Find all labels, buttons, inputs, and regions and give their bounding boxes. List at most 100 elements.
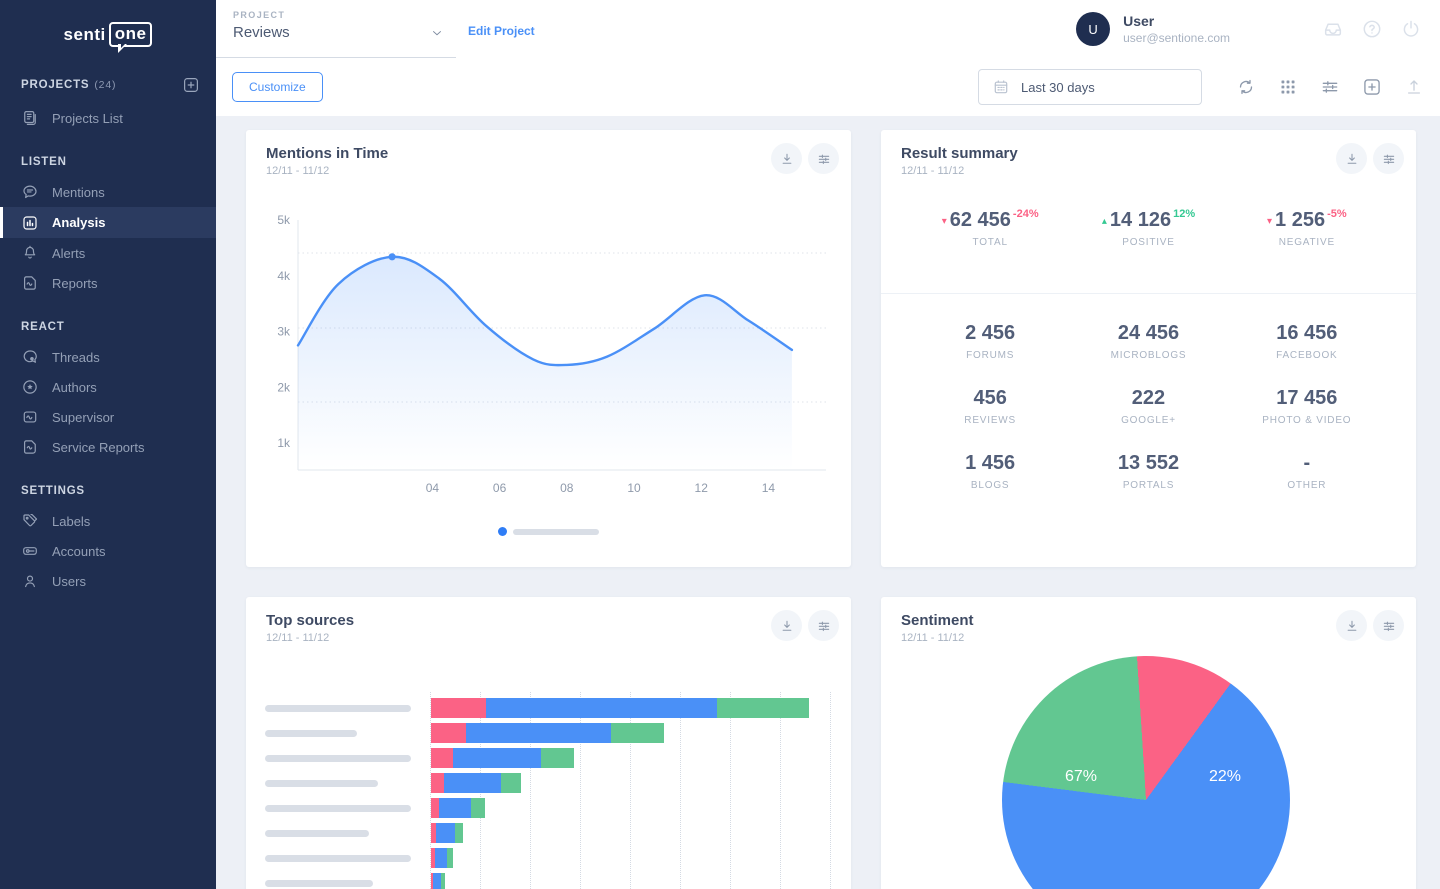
card-date-range: 12/11 - 11/12 bbox=[266, 632, 330, 644]
card-settings-icon bbox=[1383, 154, 1394, 164]
x-tick: 12 bbox=[695, 481, 709, 495]
card-settings-icon[interactable] bbox=[1373, 143, 1404, 174]
stacked-bar bbox=[431, 698, 809, 718]
customize-button[interactable]: Customize bbox=[232, 72, 323, 102]
stat-label: FORUMS bbox=[966, 350, 1015, 361]
source-row[interactable] bbox=[246, 721, 851, 746]
sidebar-nav: PROJECTS (24) Projects List LISTEN Mentions A… bbox=[0, 65, 216, 596]
pulse-square-icon bbox=[23, 411, 37, 423]
source-row[interactable] bbox=[246, 796, 851, 821]
breakdown-stat-reviews: 456 REVIEWS bbox=[911, 387, 1069, 426]
card-settings-icon bbox=[818, 621, 829, 631]
bar-segment-blue bbox=[439, 798, 471, 818]
bar-segment-green bbox=[611, 723, 664, 743]
export-icon bbox=[1408, 80, 1420, 94]
sidebar-item-service-reports[interactable]: Service Reports bbox=[0, 432, 216, 462]
stat-change: -5% bbox=[1327, 208, 1347, 220]
source-row[interactable] bbox=[246, 821, 851, 846]
x-tick: 14 bbox=[762, 481, 776, 495]
source-row[interactable] bbox=[246, 771, 851, 796]
sidebar-item-label: Alerts bbox=[52, 245, 86, 261]
sidebar-item-alerts[interactable]: Alerts bbox=[0, 238, 216, 268]
export-icon[interactable] bbox=[1404, 77, 1424, 97]
chevron-down-icon bbox=[430, 26, 444, 40]
source-row[interactable] bbox=[246, 871, 851, 889]
stat-value: 1 256 bbox=[1275, 209, 1326, 231]
stat-change: 12% bbox=[1173, 208, 1196, 220]
sidebar-item-accounts[interactable]: Accounts bbox=[0, 536, 216, 566]
stat-value: 24 456 bbox=[1117, 322, 1180, 344]
stat-label: TOTAL bbox=[972, 237, 1008, 248]
headline-stat-positive: ▴ 14 126 12% POSITIVE bbox=[1069, 208, 1227, 248]
y-tick: 3k bbox=[277, 325, 291, 339]
pagination-scrollbar[interactable] bbox=[513, 529, 599, 535]
bar-segment-pink bbox=[431, 848, 435, 868]
nav-section-settings: SETTINGS bbox=[0, 474, 216, 506]
add-widget-icon[interactable] bbox=[1362, 77, 1382, 97]
x-tick: 10 bbox=[627, 481, 641, 495]
card-settings-icon[interactable] bbox=[808, 143, 839, 174]
sidebar-item-label: Projects List bbox=[52, 110, 123, 126]
source-row[interactable] bbox=[246, 846, 851, 871]
download-icon[interactable] bbox=[1336, 610, 1367, 641]
sidebar-item-projects-list[interactable]: Projects List bbox=[0, 103, 216, 133]
y-tick: 5k bbox=[277, 213, 291, 227]
sentiment-card: Sentiment 12/11 - 11/12 67% 22% bbox=[881, 597, 1416, 889]
sidebar-item-supervisor[interactable]: Supervisor bbox=[0, 402, 216, 432]
trend-up-icon: ▴ bbox=[1101, 216, 1107, 227]
bar-segment-blue bbox=[466, 723, 611, 743]
sidebar-item-label: Users bbox=[52, 573, 86, 589]
report-icon bbox=[24, 276, 36, 290]
download-icon[interactable] bbox=[771, 143, 802, 174]
sidebar-item-label: Service Reports bbox=[52, 439, 145, 455]
source-row[interactable] bbox=[246, 746, 851, 771]
stat-value: 1 456 bbox=[965, 452, 1016, 474]
bar-segment-green bbox=[441, 873, 445, 889]
apps-grid-icon[interactable] bbox=[1278, 77, 1298, 97]
card-actions bbox=[771, 143, 839, 174]
date-range-picker[interactable]: Last 30 days bbox=[978, 69, 1202, 105]
download-icon[interactable] bbox=[1336, 143, 1367, 174]
sentiment-pie-chart: 67% 22% bbox=[1002, 656, 1290, 889]
sidebar-item-authors[interactable]: Authors bbox=[0, 372, 216, 402]
stacked-bar bbox=[431, 848, 453, 868]
stat-change: -24% bbox=[1012, 208, 1039, 220]
breakdown-stat-blogs: 1 456 BLOGS bbox=[911, 452, 1069, 491]
stat-value: 13 552 bbox=[1117, 452, 1180, 474]
download-icon[interactable] bbox=[771, 610, 802, 641]
refresh-icon[interactable] bbox=[1236, 77, 1256, 97]
mentions-in-time-card: Mentions in Time 12/11 - 11/12 5k 4k 3k 2k 1… bbox=[246, 130, 851, 567]
breakdown-stat-other: - OTHER bbox=[1228, 452, 1386, 491]
add-project-button[interactable] bbox=[182, 76, 200, 94]
breakdown-stat-facebook: 16 456 FACEBOOK bbox=[1228, 322, 1386, 361]
edit-project-link[interactable]: Edit Project bbox=[468, 24, 535, 38]
card-settings-icon[interactable] bbox=[1373, 610, 1404, 641]
redacted-source-label bbox=[265, 805, 411, 812]
filters-icon[interactable] bbox=[1320, 77, 1340, 97]
stat-label: BLOGS bbox=[970, 480, 1010, 491]
inbox-tray-icon[interactable] bbox=[1322, 18, 1344, 40]
sidebar-item-labels[interactable]: Labels bbox=[0, 506, 216, 536]
download-icon bbox=[782, 620, 791, 631]
inbox-tray-icon bbox=[1324, 23, 1342, 36]
sidebar-item-mentions[interactable]: Mentions bbox=[0, 177, 216, 207]
avatar[interactable]: U bbox=[1076, 12, 1111, 46]
card-date-range: 12/11 - 11/12 bbox=[266, 165, 330, 177]
source-row[interactable] bbox=[246, 696, 851, 721]
sidebar-item-label: Labels bbox=[52, 513, 91, 529]
breakdown-stat-microblogs: 24 456 MICROBLOGS bbox=[1069, 322, 1227, 361]
help-icon[interactable] bbox=[1361, 18, 1383, 40]
user-menu[interactable]: U User user@sentione.com bbox=[1076, 12, 1230, 46]
project-select[interactable]: PROJECT Reviews bbox=[216, 0, 456, 58]
tags-icon bbox=[23, 513, 38, 527]
bar-segment-green bbox=[541, 748, 574, 768]
sidebar-item-users[interactable]: Users bbox=[0, 566, 216, 596]
sidebar-item-threads[interactable]: Threads bbox=[0, 342, 216, 372]
stacked-bar bbox=[431, 798, 485, 818]
card-settings-icon[interactable] bbox=[808, 610, 839, 641]
sidebar-item-reports[interactable]: Reports bbox=[0, 268, 216, 298]
pagination-dot[interactable] bbox=[498, 527, 507, 536]
power-icon[interactable] bbox=[1400, 18, 1422, 40]
sidebar-item-analysis[interactable]: Analysis bbox=[0, 207, 216, 238]
trend-down-icon: ▾ bbox=[941, 216, 947, 227]
